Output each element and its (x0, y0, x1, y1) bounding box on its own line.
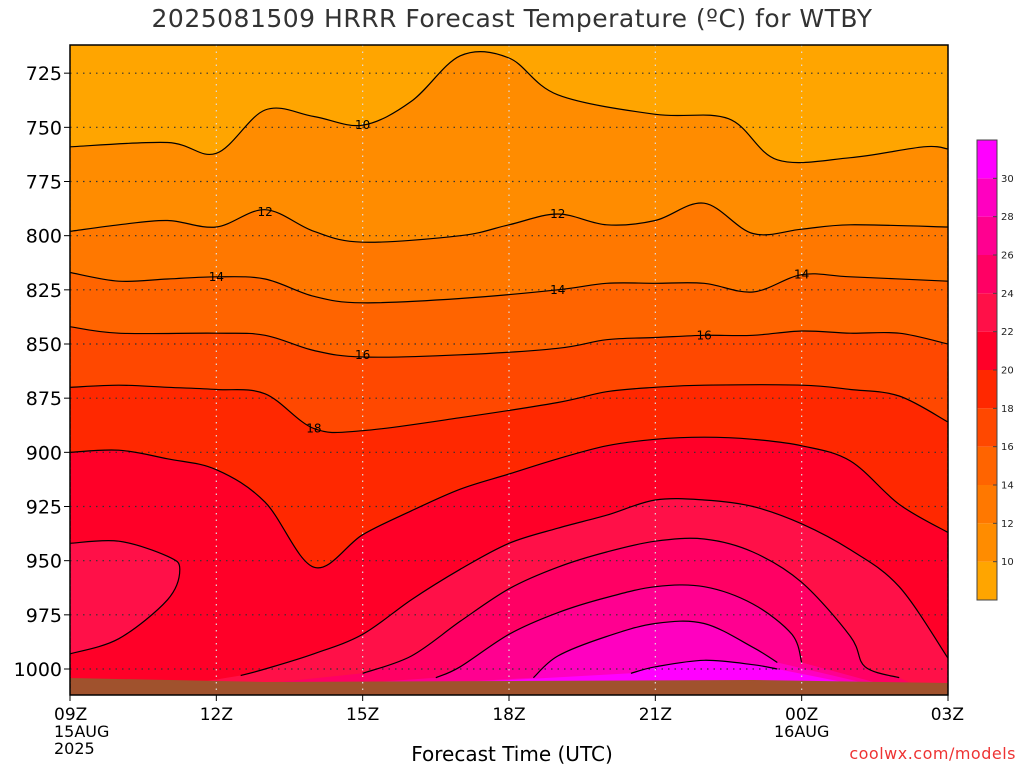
colorbar-band-24 (977, 255, 997, 294)
y-tick-label: 975 (26, 605, 62, 627)
contour-line-10-0 (70, 51, 948, 164)
colorbar-tick-label: 26 (1001, 251, 1014, 262)
x-tick-label: 00Z (785, 705, 818, 725)
contour-line-14-2 (70, 271, 948, 304)
y-tick-label: 850 (26, 334, 62, 356)
contour-line-28-10 (532, 620, 778, 679)
fill-band-22-6 (70, 540, 180, 654)
contour-label: 18 (306, 422, 321, 436)
contour-label: 12 (550, 207, 565, 221)
contour-line-16-3 (70, 326, 948, 358)
y-tick-label: 950 (26, 551, 62, 573)
x-tick-label: 18Z (492, 705, 525, 725)
colorbar-band-20 (977, 331, 997, 370)
colorbar-band-8 (977, 561, 997, 600)
contour-line-12-1 (70, 202, 948, 243)
contour-label: 16 (355, 348, 370, 362)
ground-surface (70, 678, 948, 695)
x-tick-label: 15Z (346, 705, 379, 725)
y-tick-label: 925 (26, 497, 62, 519)
colorbar-band-16 (977, 408, 997, 447)
x-tick-sublabel: 15AUG (54, 722, 109, 741)
source-credit[interactable]: coolwx.com/models (849, 744, 1016, 763)
y-tick-label: 900 (26, 442, 62, 464)
contour-line-18-4 (70, 384, 948, 434)
colorbar-band-28 (977, 178, 997, 217)
colorbar-tick-label: 20 (1001, 366, 1014, 377)
contour-line-20-5 (70, 436, 948, 569)
contour-line-30-11 (630, 659, 778, 674)
colorbar-band-14 (977, 446, 997, 485)
y-tick-label: 750 (26, 117, 62, 139)
contour-label: 10 (355, 118, 370, 132)
x-tick-label: 09Z (54, 705, 87, 725)
y-tick-label: 825 (26, 280, 62, 302)
grid-lines (70, 45, 948, 695)
colorbar-band-18 (977, 370, 997, 409)
y-tick-label: 800 (26, 226, 62, 248)
y-axis: 725 750 775 800 825 850 875 900 925 950 975 1000 (14, 63, 70, 681)
contour-label: 12 (257, 205, 272, 219)
colorbar-tick-label: 10 (1001, 557, 1014, 568)
contour-line-24-8 (362, 537, 900, 679)
y-tick-label: 725 (26, 63, 62, 85)
colorbar-tick-label: 18 (1001, 404, 1014, 415)
colorbar-band-22 (977, 293, 997, 332)
y-tick-label: 775 (26, 172, 62, 194)
contour-label: 14 (209, 270, 224, 284)
colorbar-tick-label: 24 (1001, 289, 1014, 300)
contour-line-26-9 (435, 584, 803, 679)
x-tick-label: 21Z (639, 705, 672, 725)
colorbar: 10 12 14 16 18 20 22 24 26 28 30 (976, 139, 1014, 601)
x-tick-label: 12Z (200, 705, 233, 725)
contour-lines (70, 51, 948, 679)
y-tick-label: 875 (26, 388, 62, 410)
x-tick-label: 03Z (931, 705, 964, 725)
contour-label: 14 (794, 268, 809, 282)
x-tick-sublabel: 16AUG (774, 722, 829, 741)
colorbar-tick-label: 14 (1001, 481, 1014, 492)
colorbar-band-30 (977, 140, 997, 179)
x-axis-label: Forecast Time (UTC) (411, 742, 613, 766)
colorbar-tick-label: 22 (1001, 327, 1014, 338)
contour-label: 16 (696, 328, 711, 342)
colorbar-tick-label: 16 (1001, 442, 1014, 453)
colorbar-band-26 (977, 216, 997, 255)
y-tick-label: 1000 (14, 659, 62, 681)
ground-fill (70, 678, 948, 695)
chart-title: 2025081509 HRRR Forecast Temperature (ºC… (151, 4, 873, 33)
colorbar-band-10 (977, 523, 997, 562)
x-tick-sublabel: 2025 (54, 739, 95, 758)
colorbar-tick-label: 12 (1001, 519, 1014, 530)
colorbar-tick-label: 28 (1001, 212, 1014, 223)
contour-labels: 10 12 12 14 14 14 16 16 18 (209, 118, 810, 435)
colorbar-tick-label: 30 (1001, 174, 1014, 185)
contour-line-22-6 (70, 539, 181, 655)
contour-label: 14 (550, 283, 565, 297)
colorbar-band-12 (977, 485, 997, 524)
contour-line-22-7 (240, 498, 948, 677)
